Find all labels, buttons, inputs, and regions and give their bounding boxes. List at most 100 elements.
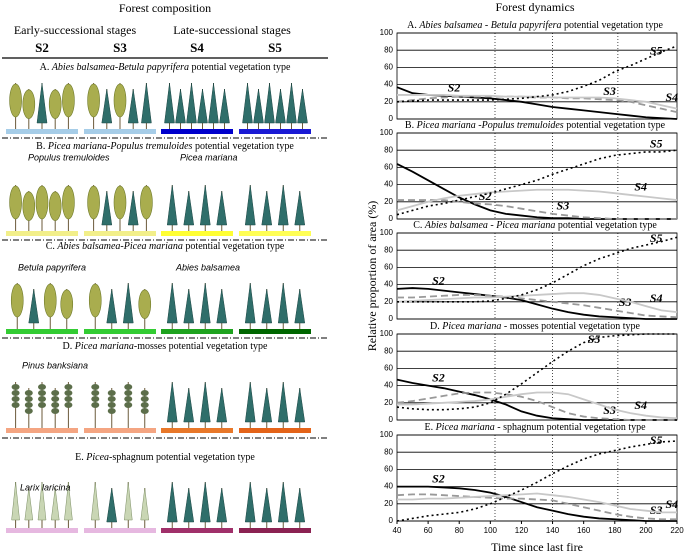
tree-crown xyxy=(64,481,73,521)
y-tick-label: 80 xyxy=(384,245,393,254)
x-tick-label: 160 xyxy=(577,526,591,535)
tree-crown xyxy=(91,396,100,402)
tree-crown xyxy=(297,88,308,124)
tree-crown xyxy=(48,89,62,119)
tree-crown xyxy=(219,88,230,124)
x-tick-label: 40 xyxy=(393,526,402,535)
series-label: S4 xyxy=(650,291,663,305)
tree-crown xyxy=(140,390,149,396)
title-part: -sphagnum potential vegetation type xyxy=(109,452,255,463)
y-tick-label: 60 xyxy=(384,263,393,272)
y-tick-label: 60 xyxy=(384,63,393,72)
y-tick-label: 0 xyxy=(389,214,394,223)
y-tick-label: 80 xyxy=(384,145,393,154)
y-tick-label: 20 xyxy=(384,499,393,508)
tree-crown xyxy=(24,390,33,396)
panel-title: C. Abies balsamea - Picea mariana potent… xyxy=(413,220,657,231)
tree-crown xyxy=(277,282,289,324)
title-part: D. xyxy=(430,321,442,332)
title-part: A. xyxy=(40,62,52,73)
tree-crown xyxy=(43,283,57,318)
tree-crown xyxy=(197,88,208,124)
series-line xyxy=(397,492,677,514)
y-tick-label: 100 xyxy=(380,128,394,137)
tree-crown xyxy=(36,82,48,124)
ground-bar xyxy=(6,231,78,236)
tree-crown xyxy=(141,82,152,124)
tree-crown xyxy=(22,191,36,221)
tree-crown xyxy=(127,88,139,124)
ground-bar xyxy=(161,329,233,334)
ground-bar xyxy=(84,231,156,236)
ground-bar xyxy=(161,428,233,433)
title-part: B. xyxy=(405,120,417,131)
stage-label: S3 xyxy=(113,40,127,55)
tree-crown xyxy=(101,88,113,124)
tree-crown xyxy=(51,402,60,408)
series-line xyxy=(396,86,678,120)
title-part: potential vegetation type xyxy=(555,220,657,231)
species-label: Pinus banksiana xyxy=(22,360,88,370)
series-label: S5 xyxy=(650,231,663,245)
tree-crown xyxy=(91,390,100,396)
tree-crown xyxy=(294,487,306,523)
tree-crown xyxy=(277,481,289,523)
tree-crown xyxy=(216,487,228,523)
tree-crown xyxy=(216,288,228,324)
y-tick-label: 20 xyxy=(384,297,393,306)
title-part: potential vegetation type xyxy=(562,20,664,31)
title-part: Picea mariana -Populus tremuloides xyxy=(416,120,564,131)
tree-crown xyxy=(24,408,33,414)
x-axis-label: Time since last fire xyxy=(491,540,583,554)
tree-crown xyxy=(166,282,178,324)
title-part: Picea mariana xyxy=(74,341,134,352)
tree-crown xyxy=(87,83,100,118)
y-tick-label: 80 xyxy=(384,346,393,355)
x-tick-label: 200 xyxy=(639,526,653,535)
tree-crown xyxy=(275,88,286,124)
tree-crown xyxy=(38,402,46,408)
tree-crown xyxy=(9,185,22,220)
series-line xyxy=(396,292,678,314)
tree-crown xyxy=(127,190,139,226)
tree-crown xyxy=(11,402,20,408)
tree-crown xyxy=(261,387,273,423)
tree-crown xyxy=(51,396,60,402)
tree-crown xyxy=(113,83,127,118)
tree-crown xyxy=(140,408,149,414)
tree-crown xyxy=(244,184,256,226)
series-label: S3 xyxy=(603,84,616,98)
x-tick-label: 220 xyxy=(670,526,684,535)
tree-crown xyxy=(64,396,73,402)
tree-crown xyxy=(11,390,20,396)
series-label: S5 xyxy=(650,433,663,447)
panel-title: D. Picea mariana - mosses potential vege… xyxy=(430,321,641,332)
panel-title: E. Picea-sphagnum potential vegetation t… xyxy=(75,452,255,463)
ground-bar xyxy=(239,129,311,134)
y-tick-label: 20 xyxy=(384,398,393,407)
y-tick-label: 60 xyxy=(384,163,393,172)
stage-label: S4 xyxy=(190,40,204,55)
y-tick-label: 0 xyxy=(389,415,394,424)
y-tick-label: 40 xyxy=(384,381,393,390)
ground-bar xyxy=(84,428,156,433)
series-line xyxy=(396,287,677,320)
title-part: E. xyxy=(424,422,435,433)
tree-crown xyxy=(122,282,134,324)
series-line xyxy=(396,95,678,113)
tree-crown xyxy=(244,381,256,423)
y-tick-label: 80 xyxy=(384,447,393,456)
tree-crown xyxy=(38,396,46,402)
species-label: Betula papyrifera xyxy=(18,262,86,272)
panel-title: C. Abies balsamea-Picea mariana potentia… xyxy=(46,241,285,252)
series-label: S4 xyxy=(634,180,647,194)
ground-bar xyxy=(84,528,156,533)
panel-title: A. Abies balsamea - Betula papyrifera po… xyxy=(407,20,663,31)
series-line xyxy=(397,485,677,522)
plot-frame xyxy=(396,132,678,220)
y-tick-label: 80 xyxy=(384,45,393,54)
title-part: Picea mariana-Populus tremuloides xyxy=(47,141,193,152)
ground-bar xyxy=(84,329,156,334)
tree-crown xyxy=(277,381,289,423)
